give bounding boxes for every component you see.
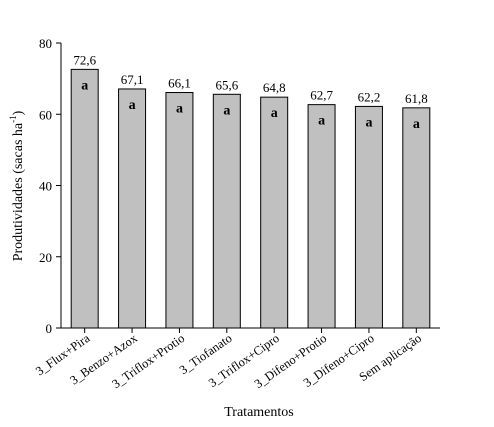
- group-letter: a: [176, 102, 183, 117]
- bar: [212, 93, 241, 329]
- bar-value-label: 61,8: [405, 91, 428, 106]
- bars: [70, 68, 431, 329]
- y-axis-label-main: Produtividades (sacas ha: [11, 122, 26, 261]
- y-axis-label-close: ): [11, 110, 26, 115]
- bar-value-label: 67,1: [121, 72, 144, 87]
- y-tick-label: 20: [39, 250, 52, 265]
- y-tick-label: 80: [39, 36, 52, 51]
- bar-value-label: 62,2: [358, 89, 381, 104]
- bar: [402, 107, 431, 329]
- bar: [70, 68, 99, 329]
- bar: [260, 96, 289, 329]
- bar-value-label: 62,7: [310, 88, 333, 103]
- group-letter: a: [271, 106, 278, 121]
- y-tick-label: 60: [39, 107, 52, 122]
- bar-value-label: 72,6: [73, 52, 96, 67]
- group-letter: a: [365, 115, 372, 130]
- bar-value-label: 64,8: [263, 80, 286, 95]
- group-letter: a: [223, 103, 230, 118]
- y-axis-label-superscript: -1: [8, 115, 18, 123]
- group-letter: a: [318, 114, 325, 129]
- group-letter: a: [129, 98, 136, 113]
- y-tick-label: 40: [39, 179, 52, 194]
- bar: [165, 92, 194, 329]
- bar: [354, 105, 383, 329]
- bar-value-label: 66,1: [168, 76, 191, 91]
- y-axis-label: Produtividades (sacas ha-1): [8, 110, 26, 261]
- x-axis-label: Tratamentos: [224, 405, 293, 420]
- group-letter: a: [413, 117, 420, 132]
- group-letter: a: [81, 78, 88, 93]
- bar: [307, 104, 336, 329]
- bar-value-label: 65,6: [215, 77, 238, 92]
- y-tick-label: 0: [46, 321, 53, 336]
- bar: [118, 88, 147, 329]
